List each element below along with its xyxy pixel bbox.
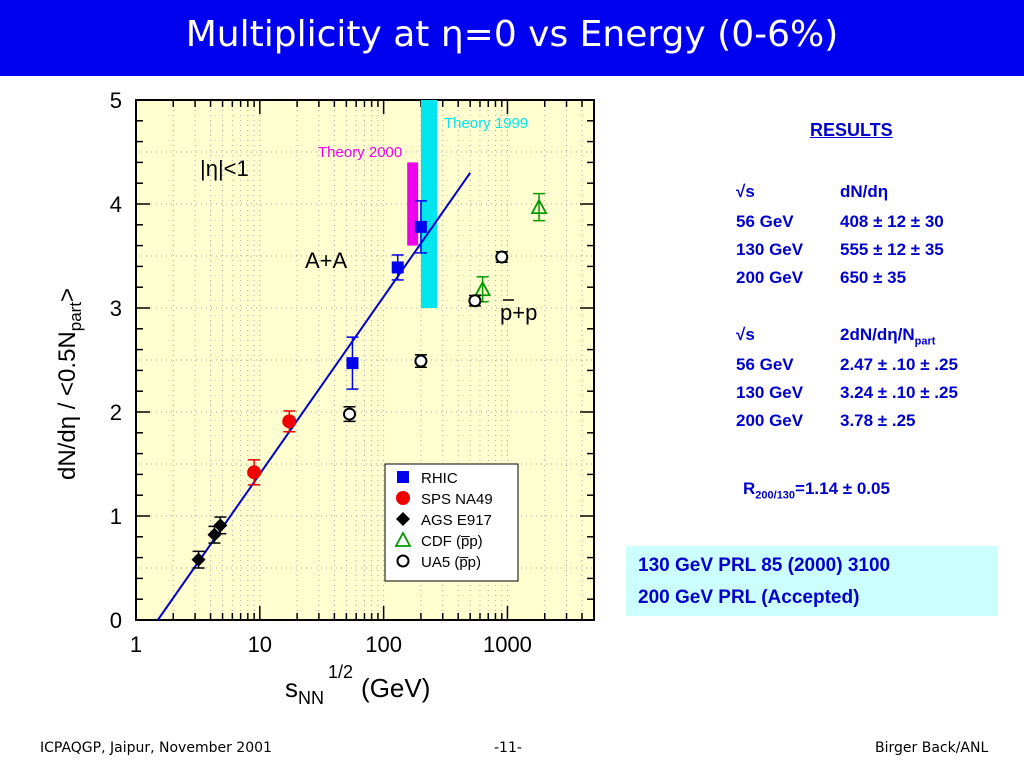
legend-label: AGS E917 bbox=[421, 512, 492, 529]
x-tick-label: 10 bbox=[248, 632, 272, 657]
eta-cut-annotation: |η|<1 bbox=[200, 156, 249, 181]
t1-row-value: 555 ± 12 ± 35 bbox=[840, 240, 944, 259]
legend-label: RHIC bbox=[421, 470, 458, 487]
t2-col2-head: 2dN/dη/N bbox=[840, 325, 915, 344]
legend-marker bbox=[394, 531, 412, 547]
aa-annotation: A+A bbox=[305, 248, 348, 273]
title-bar: Multiplicity at η=0 vs Energy (0-6%) bbox=[0, 0, 1024, 76]
data-point bbox=[530, 198, 548, 215]
y-tick-label: 0 bbox=[110, 608, 122, 633]
t1-row-value: 650 ± 35 bbox=[840, 268, 907, 287]
t2-col2-sub: part bbox=[914, 335, 936, 348]
t2-col1-head: √s bbox=[736, 325, 755, 344]
ratio-label: R bbox=[743, 479, 756, 498]
fit-line bbox=[156, 172, 472, 621]
data-point bbox=[414, 220, 427, 233]
t2-row-value: 3.78 ± .25 bbox=[840, 411, 916, 430]
data-point bbox=[391, 261, 404, 274]
data-point bbox=[346, 357, 359, 370]
x-tick-label: 1 bbox=[130, 632, 142, 657]
data-point bbox=[414, 354, 428, 368]
reference-line: 130 GeV PRL 85 (2000) 3100 bbox=[638, 555, 891, 576]
slide-title: Multiplicity at η=0 vs Energy (0-6%) bbox=[185, 14, 839, 55]
data-point bbox=[342, 407, 356, 421]
results-table-1: √s dN/dη 56 GeV 408 ± 12 ± 30 130 GeV 555 … bbox=[736, 182, 1016, 292]
legend-label: CDF (p̅p) bbox=[421, 533, 483, 550]
data-point bbox=[213, 518, 228, 533]
legend-box bbox=[384, 463, 519, 582]
y-tick-label: 5 bbox=[110, 88, 122, 113]
y-tick-label: 2 bbox=[110, 400, 122, 425]
theory-band-label: Theory 1999 bbox=[444, 115, 528, 132]
t2-row-energy: 130 GeV bbox=[736, 383, 804, 402]
ratio-value: =1.14 ± 0.05 bbox=[795, 479, 890, 498]
data-point bbox=[207, 527, 222, 542]
y-tick-label: 4 bbox=[110, 192, 122, 217]
t2-row-value: 3.24 ± .10 ± .25 bbox=[840, 383, 958, 402]
data-point bbox=[474, 280, 492, 297]
theory-band bbox=[420, 100, 438, 308]
data-point bbox=[282, 414, 297, 429]
theory-band-label: Theory 2000 bbox=[318, 144, 402, 161]
legend-marker bbox=[397, 471, 409, 483]
x-axis-label: sNN1/2(GeV) bbox=[285, 662, 430, 705]
ratio-sub: 200/130 bbox=[755, 489, 796, 502]
legend-marker bbox=[396, 491, 410, 505]
t1-col2-head: dN/dη bbox=[840, 182, 889, 201]
y-tick-label: 1 bbox=[110, 504, 122, 529]
y-tick-label: 3 bbox=[110, 296, 122, 321]
reference-line: 200 GeV PRL (Accepted) bbox=[638, 587, 860, 608]
data-point bbox=[191, 552, 206, 567]
legend-label: SPS NA49 bbox=[421, 491, 493, 508]
t1-row-energy: 130 GeV bbox=[736, 240, 804, 259]
results-heading: RESULTS bbox=[810, 120, 893, 140]
footer-left: ICPAQGP, Jaipur, November 2001 bbox=[40, 740, 272, 756]
legend-marker bbox=[396, 512, 410, 526]
t2-row-energy: 56 GeV bbox=[736, 355, 794, 374]
theory-band bbox=[407, 162, 419, 246]
t1-col1-head: √s bbox=[736, 182, 755, 201]
ratio-result: R200/130=1.14 ± 0.05 bbox=[743, 479, 890, 501]
legend-marker bbox=[396, 554, 410, 568]
t1-row-value: 408 ± 12 ± 30 bbox=[840, 212, 944, 231]
data-point bbox=[468, 294, 482, 308]
footer-page-number: -11- bbox=[494, 740, 522, 756]
x-tick-label: 1000 bbox=[483, 632, 532, 657]
data-point bbox=[495, 250, 509, 264]
data-point bbox=[247, 465, 262, 480]
footer-right: Birger Back/ANL bbox=[875, 740, 989, 756]
pp-annotation: p+p bbox=[500, 300, 537, 325]
results-table-2: √s 2dN/dη/Npart 56 GeV 2.47 ± .10 ± .25 1… bbox=[736, 325, 1016, 435]
x-tick-label: 100 bbox=[365, 632, 402, 657]
references-box: 130 GeV PRL 85 (2000) 3100 200 GeV PRL (… bbox=[626, 546, 998, 616]
t2-row-value: 2.47 ± .10 ± .25 bbox=[840, 355, 958, 374]
t2-row-energy: 200 GeV bbox=[736, 411, 804, 430]
legend: RHIC SPS NA49 AGS E917 CDF (p̅p) UA5 (p̅p) bbox=[384, 463, 519, 582]
t1-row-energy: 200 GeV bbox=[736, 268, 804, 287]
legend-label: UA5 (p̅p) bbox=[421, 554, 481, 571]
y-axis-label: dN/dη / <0.5Npart> bbox=[54, 288, 85, 480]
t1-row-energy: 56 GeV bbox=[736, 212, 794, 231]
